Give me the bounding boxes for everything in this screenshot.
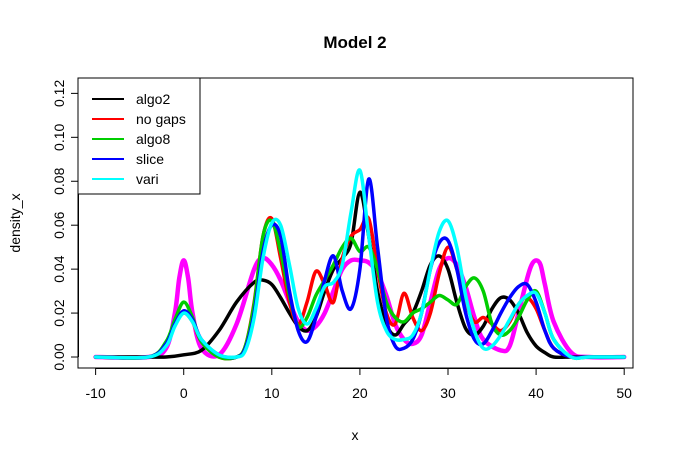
x-tick-label: 0 [180, 385, 188, 401]
y-tick-label: 0.12 [51, 80, 67, 107]
y-tick-label: 0.06 [51, 211, 67, 238]
x-axis-label: x [352, 427, 359, 443]
legend-label: no gaps [136, 111, 186, 127]
legend-label: algo8 [136, 131, 170, 147]
legend-label: slice [136, 151, 164, 167]
legend-label: vari [136, 171, 159, 187]
series-line-4 [93, 177, 626, 360]
series-layer [93, 168, 627, 361]
chart-title: Model 2 [323, 33, 386, 52]
series-line-5 [93, 168, 626, 361]
x-tick-label: -10 [86, 385, 106, 401]
y-tick-label: 0.04 [51, 255, 67, 282]
plot-frame [77, 77, 634, 369]
legend-box [77, 77, 201, 195]
legend: algo2 no gaps algo8 slice vari [77, 77, 201, 195]
x-tick-label: 40 [528, 385, 544, 401]
y-tick-label: 0.00 [51, 343, 67, 370]
y-tick-label: 0.10 [51, 123, 67, 150]
x-tick-label: 50 [616, 385, 632, 401]
y-axis-label: density_x [7, 193, 23, 252]
x-tick-label: 20 [352, 385, 368, 401]
y-tick-label: 0.08 [51, 167, 67, 194]
legend-label: algo2 [136, 91, 170, 107]
y-tick-label: 0.02 [51, 299, 67, 326]
x-tick-label: 10 [264, 385, 280, 401]
x-tick-label: 30 [440, 385, 456, 401]
